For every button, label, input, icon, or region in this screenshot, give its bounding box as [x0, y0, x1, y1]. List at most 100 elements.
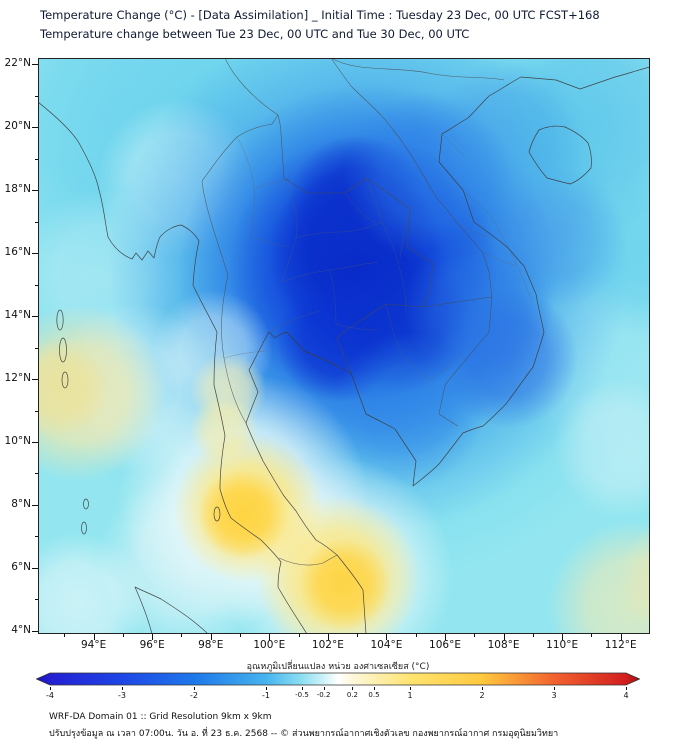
- colorbar-tick-mark: [352, 687, 354, 690]
- lon-tick-label: 94°E: [81, 639, 107, 651]
- lat-tick-label: 14°N: [4, 309, 31, 322]
- footer-line-2: ปรับปรุงข้อมูล ณ เวลา 07:00น. วัน อ. ที่…: [49, 729, 559, 739]
- temperature-field: [38, 58, 650, 634]
- lon-tick-mark: [93, 634, 95, 640]
- lat-tick-label: 10°N: [4, 435, 31, 447]
- lon-minor-tick: [122, 634, 124, 637]
- colorbar-tick-label: -3: [118, 691, 126, 700]
- colorbar-tick-mark: [122, 687, 123, 690]
- lon-minor-tick: [415, 634, 417, 637]
- lat-tick-label: 18°N: [4, 183, 31, 196]
- island-andaman-1: [56, 309, 64, 331]
- colorbar-tick-mark: [50, 687, 51, 690]
- coastline-gulf-indochina: [245, 66, 651, 635]
- lat-tick-mark: [32, 504, 38, 506]
- island-nicobar-2: [81, 521, 87, 535]
- lon-tick-label: 112°E: [604, 639, 637, 651]
- lat-tick-mark: [32, 127, 38, 129]
- border-thailand-cambodia: [336, 303, 423, 374]
- lat-tick-mark: [32, 64, 38, 66]
- colorbar-tick-label: -0.2: [316, 691, 331, 699]
- lon-tick-mark: [445, 634, 447, 640]
- country-borders: [201, 57, 505, 566]
- coastline-mainland-west: [37, 101, 308, 635]
- plot-frame: [38, 58, 650, 634]
- lon-tick-mark: [620, 634, 622, 640]
- island-andaman-3: [61, 371, 69, 389]
- lat-minor-tick: [35, 95, 38, 97]
- colorbar-tick-label: -1: [262, 691, 270, 700]
- lat-minor-tick: [35, 599, 38, 601]
- lat-tick-label: 4°N: [11, 623, 31, 636]
- province-borders: [223, 133, 532, 381]
- lat-tick-mark: [32, 567, 38, 569]
- footer-line-1: WRF-DA Domain 01 :: Grid Resolution 9km …: [49, 712, 272, 722]
- lon-minor-tick: [298, 634, 300, 637]
- lon-tick-mark: [152, 634, 154, 640]
- colorbar-tick-mark: [302, 687, 303, 690]
- colorbar-tick-label: -4: [46, 691, 54, 700]
- lat-tick-label: 16°N: [4, 246, 31, 259]
- lat-tick-label: 20°N: [4, 120, 31, 133]
- colorbar-tick-mark: [626, 687, 627, 690]
- colorbar-gradient-bar: [36, 672, 640, 686]
- lon-minor-tick: [240, 634, 242, 637]
- colorbar-tick-label: 1: [407, 691, 413, 700]
- map-canvas: [37, 57, 651, 635]
- lon-tick-mark: [269, 634, 271, 640]
- colorbar-tick-label: -2: [190, 691, 198, 700]
- colorbar-label: อุณหภูมิเปลี่ยนแปลง หน่วย องศาเซลเซียส (…: [246, 662, 430, 672]
- colorbar-tick-label: 0.2: [346, 691, 358, 699]
- lon-tick-label: 104°E: [370, 639, 403, 651]
- lat-minor-tick: [35, 284, 38, 286]
- lon-tick-mark: [503, 634, 505, 640]
- lon-minor-tick: [532, 634, 534, 637]
- lat-tick-label: 12°N: [4, 372, 31, 385]
- colorbar-tick-label: -0.5: [295, 691, 309, 699]
- lon-minor-tick: [591, 634, 593, 637]
- lon-minor-tick: [181, 634, 183, 637]
- lat-minor-tick: [35, 536, 38, 538]
- border-myanmar-thailand-west: [201, 180, 247, 424]
- border-myanmar-thailand-north: [201, 114, 279, 182]
- border-laos-cambodia: [421, 296, 493, 308]
- island-andaman-2: [59, 337, 67, 363]
- lat-tick-label: 8°N: [11, 497, 31, 510]
- map-plot: [37, 57, 651, 635]
- lon-tick-label: 108°E: [487, 639, 520, 651]
- colorbar: [36, 672, 640, 686]
- lat-tick-mark: [32, 442, 38, 443]
- lat-tick-mark: [32, 316, 38, 318]
- island-hainan: [528, 125, 592, 185]
- colorbar-tick-mark: [266, 687, 267, 690]
- lat-tick-mark: [32, 253, 38, 255]
- lat-minor-tick: [35, 158, 38, 160]
- colorbar-tick-label: 4: [623, 691, 629, 700]
- lat-tick-label: 6°N: [11, 560, 31, 573]
- lon-minor-tick: [474, 634, 476, 637]
- lat-tick-label: 22°N: [4, 57, 31, 70]
- lon-tick-mark: [562, 634, 564, 640]
- lon-tick-mark: [210, 634, 212, 640]
- lon-tick-label: 96°E: [139, 639, 165, 651]
- lon-tick-mark: [386, 634, 388, 640]
- lon-tick-label: 98°E: [198, 639, 224, 651]
- island-phuket: [213, 506, 221, 522]
- colorbar-tick-mark: [554, 687, 555, 690]
- colorbar-tick-mark: [194, 687, 195, 690]
- border-myanmar-china: [224, 57, 279, 116]
- colorbar-tick-label: 3: [551, 691, 557, 700]
- lat-minor-tick: [35, 347, 38, 349]
- lat-minor-tick: [35, 473, 38, 475]
- border-thailand-laos-mekong: [277, 114, 434, 308]
- lon-minor-tick: [64, 634, 66, 637]
- colorbar-tick-mark: [482, 687, 483, 690]
- lat-minor-tick: [35, 410, 38, 412]
- lon-tick-label: 110°E: [546, 639, 579, 651]
- coastlines: [37, 66, 651, 635]
- colorbar-tick-label: 0.5: [368, 691, 380, 699]
- lon-tick-mark: [327, 634, 329, 640]
- lat-tick-mark: [32, 630, 38, 632]
- lon-minor-tick: [357, 634, 359, 637]
